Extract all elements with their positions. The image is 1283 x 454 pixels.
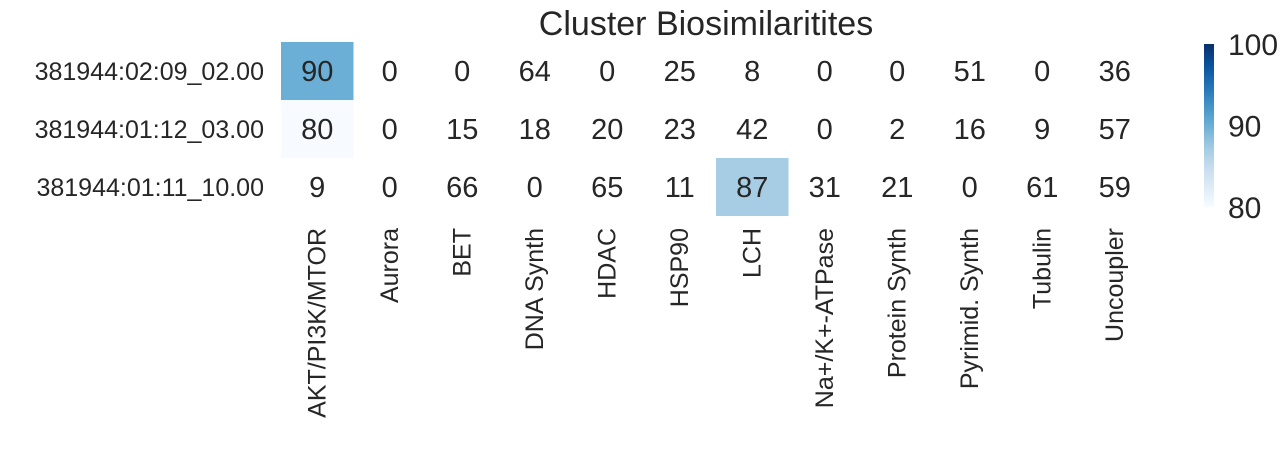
column-label: Tubulin (1028, 228, 1056, 309)
column-label: AKT/PI3K/MTOR (303, 228, 331, 418)
heatmap-cell (498, 158, 571, 216)
column-label: Aurora (376, 228, 404, 303)
heatmap-cell (1006, 100, 1079, 158)
cell-value-label: 23 (664, 114, 696, 146)
cell-value-label: 64 (519, 56, 551, 88)
cell-value-label: 0 (817, 114, 833, 146)
heatmap-cell (1006, 42, 1079, 100)
heatmap-cell (788, 100, 861, 158)
cell-value-label: 8 (744, 56, 760, 88)
heatmap-cell (498, 100, 571, 158)
heatmap-cell (788, 158, 861, 216)
column-label: DNA Synth (521, 228, 549, 350)
cell-value-label: 0 (382, 114, 398, 146)
heatmap-cell (571, 100, 644, 158)
cell-value-label: 87 (736, 172, 768, 204)
column-label: LCH (738, 228, 766, 278)
cell-value-label: 0 (599, 56, 615, 88)
cell-value-label: 0 (962, 172, 978, 204)
heatmap-cell (353, 158, 426, 216)
cell-value-label: 2 (889, 114, 905, 146)
cell-value-label: 21 (881, 172, 913, 204)
column-label: Uncoupler (1101, 228, 1129, 342)
heatmap-cell (571, 158, 644, 216)
cell-value-label: 9 (1034, 114, 1050, 146)
cell-value-label: 80 (301, 114, 333, 146)
row-label: 381944:01:12_03.00 (35, 116, 264, 144)
heatmap-cell (933, 100, 1006, 158)
cell-value-label: 0 (454, 56, 470, 88)
heatmap-cell (861, 100, 934, 158)
column-labels: AKT/PI3K/MTOR Aurora BET DNA Synth HDAC HSP90… (303, 228, 1129, 418)
column-label: Pyrimid. Synth (956, 228, 984, 389)
cell-value-label: 0 (817, 56, 833, 88)
cell-value-label: 0 (382, 172, 398, 204)
chart-title: Cluster Biosimilaritites (539, 5, 873, 43)
heatmap-cell (353, 42, 426, 100)
heatmap-cell (426, 100, 499, 158)
heatmap-cell (1078, 100, 1151, 158)
heatmap-cell (1078, 158, 1151, 216)
heatmap-cell (861, 158, 934, 216)
row-label: 381944:02:09_02.00 (35, 58, 264, 86)
heatmap-cell (498, 42, 571, 100)
cell-value-label: 66 (446, 172, 478, 204)
cell-value-label: 36 (1099, 56, 1131, 88)
cell-value-label: 0 (382, 56, 398, 88)
heatmap-cell (716, 42, 789, 100)
cell-value-label: 90 (301, 56, 333, 88)
heatmap-cell (353, 100, 426, 158)
heatmap-cell (643, 100, 716, 158)
cell-value-label: 51 (954, 56, 986, 88)
cell-value-label: 65 (591, 172, 623, 204)
colorbar-gradient (1204, 44, 1214, 207)
cell-value-label: 61 (1026, 172, 1058, 204)
cell-value-label: 59 (1099, 172, 1131, 204)
heatmap-cell (788, 42, 861, 100)
cell-value-label: 42 (736, 114, 768, 146)
row-labels: 381944:02:09_02.00 381944:01:12_03.00 3819… (35, 58, 264, 202)
column-label: BET (448, 228, 476, 277)
cell-value-label: 11 (665, 172, 695, 204)
row-label: 381944:01:11_10.00 (36, 174, 264, 202)
colorbar-tick-label: 80 (1228, 192, 1261, 225)
colorbar-tick-label: 90 (1228, 111, 1261, 144)
cell-value-label: 31 (809, 172, 841, 204)
cell-value-label: 25 (664, 56, 696, 88)
heatmap-cell (281, 100, 354, 158)
heatmap-cell (1078, 42, 1151, 100)
heatmap-cell (281, 42, 354, 100)
cell-value-label: 20 (591, 114, 623, 146)
cell-value-label: 15 (446, 114, 478, 146)
colorbar-tick-label: 100 (1228, 29, 1278, 62)
heatmap-cell (1006, 158, 1079, 216)
heatmap-cell (643, 158, 716, 216)
heatmap-cell (643, 42, 716, 100)
cell-value-label: 57 (1099, 114, 1131, 146)
heatmap-cells (281, 42, 1151, 216)
heatmap-cell (426, 158, 499, 216)
cell-value-label: 0 (889, 56, 905, 88)
cell-value-label: 16 (954, 114, 986, 146)
cell-value-label: 18 (519, 114, 551, 146)
column-label: HDAC (593, 228, 621, 299)
heatmap-cell (426, 42, 499, 100)
heatmap-cell (281, 158, 354, 216)
column-label: Na+/K+-ATPase (811, 228, 839, 408)
heatmap-cell (571, 42, 644, 100)
cell-value-label: 9 (309, 172, 325, 204)
cell-value-label: 0 (527, 172, 543, 204)
heatmap-cell (716, 158, 789, 216)
heatmap-cell (716, 100, 789, 158)
colorbar: 80 90 100 (1204, 29, 1278, 225)
heatmap-cell (933, 158, 1006, 216)
column-label: HSP90 (666, 228, 694, 307)
column-label: Protein Synth (883, 228, 911, 378)
heatmap-cell (861, 42, 934, 100)
cell-value-label: 0 (1034, 56, 1050, 88)
heatmap-cell (933, 42, 1006, 100)
